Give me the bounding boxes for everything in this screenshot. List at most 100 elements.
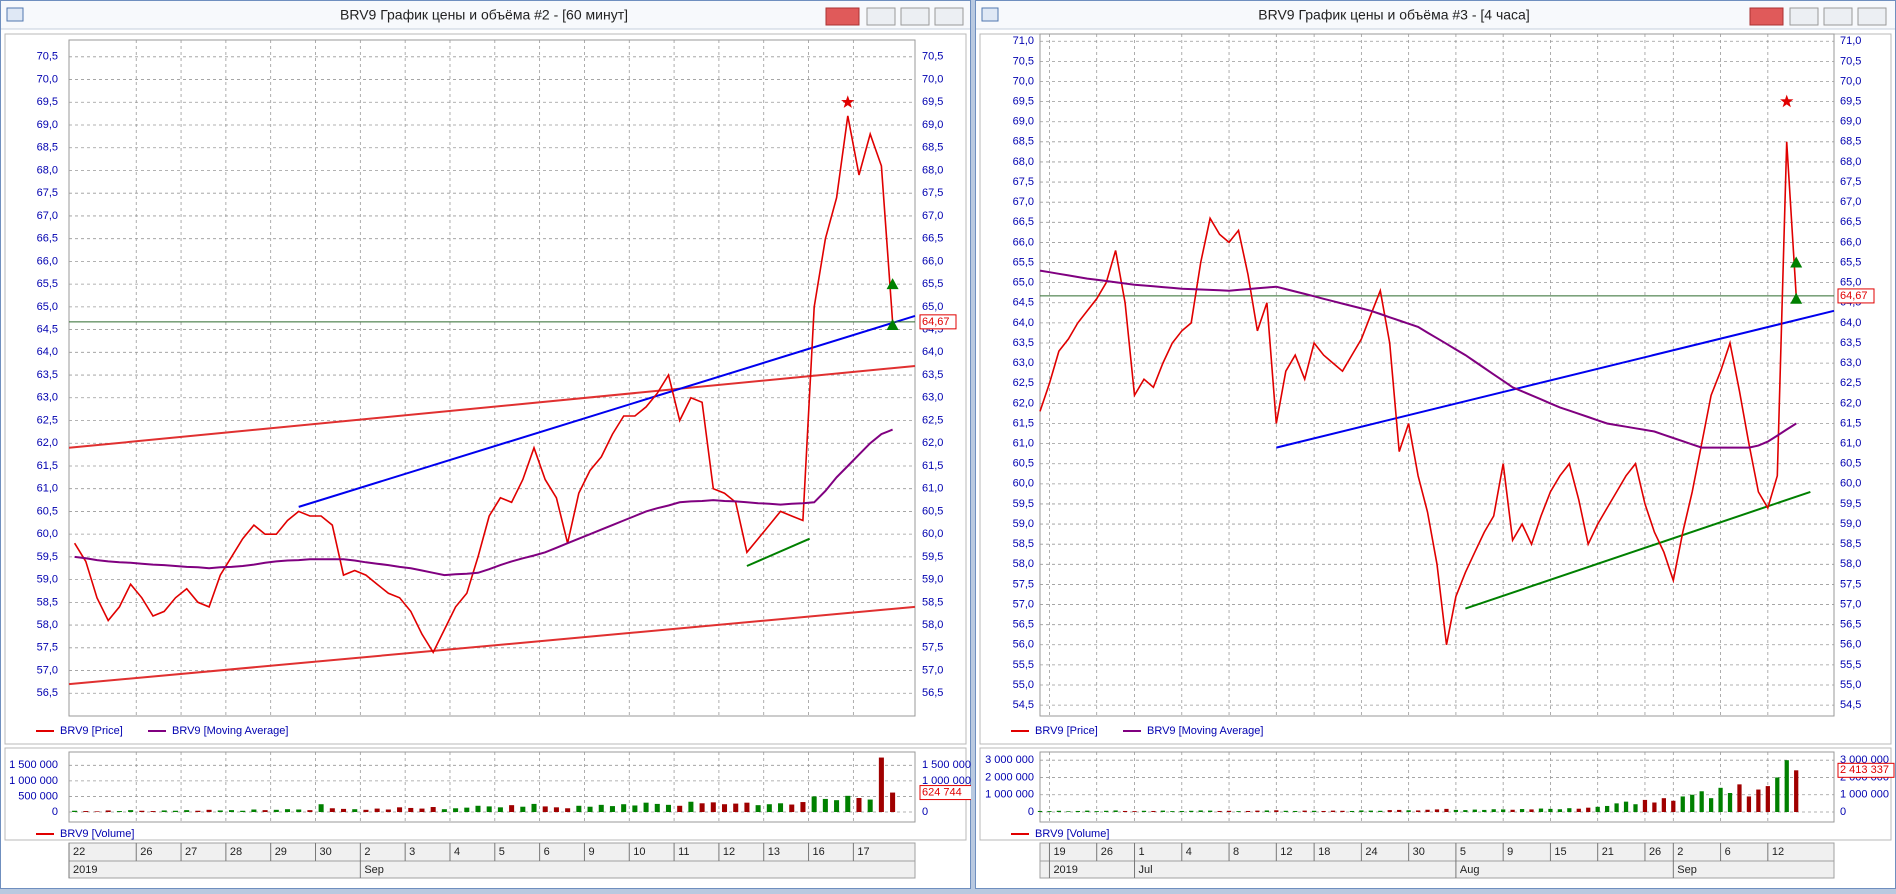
y-tick-label-right: 55,0: [1840, 679, 1861, 691]
volume-bar: [1708, 798, 1714, 812]
minimize-button[interactable]: [1789, 7, 1819, 26]
volume-bar: [161, 810, 167, 812]
y-tick-label: 58,0: [37, 619, 58, 631]
y-tick-label: 64,5: [1013, 297, 1034, 309]
y-tick-label: 55,5: [1013, 659, 1034, 671]
volume-bar: [1699, 791, 1704, 812]
y-tick-label-right: 69,0: [1840, 116, 1861, 128]
volume-bar: [1321, 810, 1326, 812]
volume-bar: [733, 803, 739, 812]
chart-window: BRV9 График цены и объёма #2 - [60 минут…: [0, 0, 977, 889]
close-button[interactable]: [1857, 7, 1887, 26]
volume-bar: [1529, 809, 1534, 812]
volume-bar: [1501, 809, 1506, 812]
y-tick-label: 69,0: [37, 119, 58, 131]
y-tick-label-right: 68,5: [922, 142, 943, 154]
x-tick-label: 21: [1602, 846, 1614, 858]
y-tick-label-right: 63,5: [922, 369, 943, 381]
volume-bar: [1453, 809, 1459, 812]
volume-bar: [1245, 810, 1251, 812]
volume-bar: [1056, 810, 1062, 812]
volume-y-tick-label-right: 1 500 000: [922, 759, 971, 771]
volume-bar: [1387, 810, 1392, 812]
volume-y-tick-label: 1 000 000: [9, 775, 58, 787]
volume-bar: [643, 802, 649, 812]
volume-bar: [755, 805, 761, 812]
y-tick-label-right: 57,0: [922, 664, 943, 676]
maximize-button[interactable]: [1823, 7, 1853, 26]
maximize-button[interactable]: [900, 7, 930, 26]
volume-bar: [352, 809, 358, 812]
volume-bar: [1368, 810, 1373, 812]
volume-bar: [105, 810, 111, 812]
y-tick-label-right: 70,5: [922, 51, 943, 63]
window-icon[interactable]: [981, 7, 999, 22]
volume-bar: [1538, 808, 1544, 812]
y-tick-label: 66,0: [1013, 236, 1034, 248]
y-tick-label: 59,0: [37, 574, 58, 586]
volume-bar: [1756, 789, 1761, 812]
y-tick-label-right: 58,0: [922, 619, 943, 631]
volume-bar: [1576, 808, 1581, 812]
y-tick-label: 67,0: [1013, 196, 1034, 208]
volume-bar: [1397, 809, 1402, 812]
volume-bar: [1652, 802, 1657, 812]
y-tick-label-right: 67,5: [1840, 176, 1861, 188]
y-tick-label: 60,0: [37, 528, 58, 540]
x-tick-label: 3: [409, 846, 415, 858]
y-tick-label: 66,5: [37, 233, 58, 245]
y-tick-label: 67,5: [37, 187, 58, 199]
volume-bar: [1605, 805, 1610, 812]
y-tick-label-right: 54,5: [1840, 699, 1861, 711]
volume-bar: [811, 796, 817, 812]
y-tick-label: 62,0: [1013, 397, 1034, 409]
y-tick-label: 71,0: [1013, 35, 1034, 47]
volume-y-tick-label-right: 1 000 000: [1840, 789, 1889, 801]
volume-bar: [1491, 809, 1496, 812]
y-tick-label-right: 61,5: [922, 460, 943, 472]
pin-button[interactable]: [1749, 7, 1784, 26]
y-tick-label-right: 60,5: [922, 505, 943, 517]
volume-bar: [1141, 810, 1147, 812]
y-tick-label: 61,5: [37, 460, 58, 472]
y-tick-label: 64,0: [37, 346, 58, 358]
volume-bar: [867, 799, 873, 812]
pin-button[interactable]: [825, 7, 860, 26]
y-tick-label: 56,5: [37, 687, 58, 699]
volume-bar: [1226, 810, 1232, 812]
minimize-button[interactable]: [866, 7, 896, 26]
volume-bar: [1066, 811, 1071, 812]
volume-bar: [1122, 810, 1128, 812]
y-tick-label-right: 69,5: [922, 96, 943, 108]
close-button[interactable]: [934, 7, 964, 26]
volume-y-tick-label: 0: [1028, 806, 1034, 818]
window-icon[interactable]: [6, 7, 24, 22]
volume-bar: [1274, 810, 1279, 812]
x-tick-label: 29: [275, 846, 287, 858]
y-tick-label: 68,5: [1013, 136, 1034, 148]
volume-bar: [1340, 810, 1345, 812]
y-tick-label-right: 56,0: [1840, 639, 1861, 651]
volume-bar: [1463, 810, 1468, 812]
volume-bar: [464, 807, 470, 812]
y-tick-label: 58,5: [1013, 538, 1034, 550]
volume-bar: [363, 809, 369, 812]
volume-bar: [1765, 786, 1770, 812]
price-pane: [4, 33, 967, 745]
y-tick-label-right: 69,0: [922, 119, 943, 131]
volume-bar: [72, 810, 78, 812]
y-tick-label: 60,5: [1013, 458, 1034, 470]
window-title: BRV9 График цены и объёма #2 - [60 минут…: [340, 7, 628, 23]
volume-pane: [979, 747, 1892, 841]
last-price-box: [1837, 288, 1875, 304]
volume-bar: [1661, 798, 1666, 812]
x-period-label: Sep: [364, 864, 384, 876]
y-tick-label: 56,0: [1013, 639, 1034, 651]
y-tick-label: 65,5: [37, 278, 58, 290]
volume-bar: [1236, 811, 1241, 812]
volume-bar: [834, 800, 840, 812]
volume-bar: [374, 808, 380, 812]
x-tick-label: 5: [499, 846, 505, 858]
volume-bar: [1472, 809, 1477, 812]
volume-bar: [744, 802, 750, 812]
